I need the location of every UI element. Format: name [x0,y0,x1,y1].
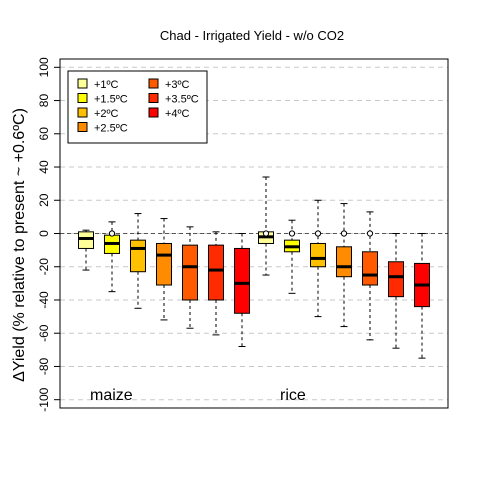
outlier-point [108,230,116,237]
outlier-point [366,230,374,237]
legend-swatch [77,122,88,132]
legend-box [67,70,208,144]
legend-item-3: +2ºC [77,107,119,120]
legend-item-6: +3.5ºC [148,93,199,106]
box-iqr [310,242,326,268]
box-iqr [156,242,172,286]
legend-label: +4ºC [165,108,190,120]
box-group-maize [78,213,250,348]
box-iqr [78,231,94,249]
y-tick-label: -80 [37,357,51,375]
box-maize-5 [182,226,198,329]
plot-frame [59,58,449,409]
box-iqr [388,261,404,298]
box-iqr [336,246,352,278]
box-maize-3 [130,213,146,309]
box-rice-4 [336,203,352,328]
legend: +1ºC +1.5ºC +2ºC +2.5ºC +3ºC +3.5ºC +4ºC [67,70,208,144]
y-axis-label: ΔYield (% relative to present ~ +0.6ºC) [11,108,28,382]
box-maize-2 [104,221,120,293]
box-rice-6 [388,233,404,349]
chart-title: Chad - Irrigated Yield - w/o CO2 [160,28,344,43]
legend-item-7: +4ºC [148,107,190,120]
box-iqr [234,247,250,314]
y-tick-label: -100 [37,387,51,411]
box-iqr [182,244,198,301]
legend-label: +3.5ºC [165,94,199,106]
box-iqr [208,244,224,301]
box-iqr [130,239,146,273]
group-label-rice: rice [280,387,306,404]
box-rice-3 [310,199,326,318]
box-rice-2 [284,219,300,294]
legend-swatch [148,78,159,89]
y-tick-label: -60 [37,324,51,342]
y-tick-label: 40 [37,160,51,174]
y-tick-label: 80 [37,94,51,108]
group-label-maize: maize [90,387,133,404]
boxes-layer [78,176,430,359]
legend-label: +1ºC [94,79,119,91]
y-tick-label: 20 [37,193,51,207]
box-maize-7 [234,233,250,348]
outlier-point [340,230,348,237]
y-tick-label: 60 [37,127,51,141]
group-labels: maize rice [90,387,306,404]
y-tick-label: 0 [37,230,51,237]
legend-label: +2.5ºC [94,123,128,135]
box-iqr [362,251,378,286]
outlier-point [314,230,322,237]
y-tick-label: -20 [37,258,51,276]
legend-label: +1.5ºC [94,94,128,106]
legend-swatch [148,93,159,103]
legend-label: +3ºC [165,79,190,91]
box-rice-1 [258,176,274,276]
y-axis: 100 80 60 40 20 0 -20 -40 -60 -80 -100 [37,57,61,412]
legend-swatch [77,93,88,103]
legend-item-1: +1ºC [77,78,119,91]
legend-item-2: +1.5ºC [77,93,128,106]
box-rice-7 [414,233,430,359]
box-maize-6 [208,231,224,336]
y-tick-label: 100 [37,57,51,77]
legend-swatch [77,78,88,89]
box-group-rice [258,176,430,359]
outlier-point [262,230,270,237]
box-maize-4 [156,218,172,321]
box-maize-1 [78,229,94,271]
box-rice-5 [362,211,378,341]
outlier-point [288,230,296,237]
legend-item-4: +2.5ºC [77,122,128,135]
legend-label: +2ºC [94,108,119,120]
legend-swatch [77,107,88,118]
legend-swatch [148,107,159,118]
legend-item-5: +3ºC [148,78,190,91]
y-tick-label: -40 [37,291,51,309]
